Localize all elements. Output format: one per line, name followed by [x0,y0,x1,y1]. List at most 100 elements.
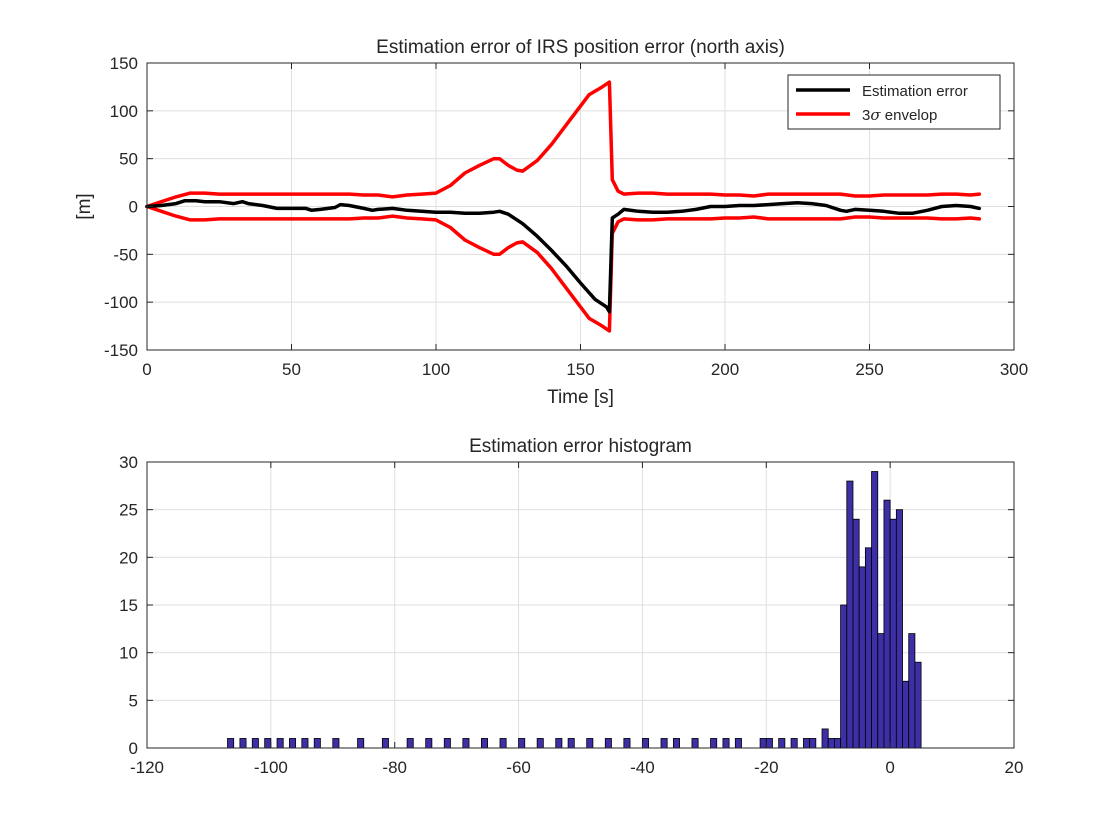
y-tick-label: 150 [110,54,138,73]
x-tick-label: 150 [566,360,594,379]
legend-label-estimation-error: Estimation error [862,83,968,100]
histogram-bar [660,738,668,749]
histogram-bar [481,738,489,749]
series-line-3sigma-upper [145,80,982,209]
x-tick-label: 250 [855,360,883,379]
x-tick-label: 100 [422,360,450,379]
histogram-bar [691,738,699,749]
histogram-bar [555,738,563,749]
histogram-bar [642,738,650,749]
y-tick-label: 0 [129,198,138,217]
y-tick-label: 0 [129,739,138,758]
histogram-bar [604,738,612,749]
histogram-bar [518,738,526,749]
histogram-bar [864,547,872,749]
histogram-bar [301,738,309,749]
histogram-bar [264,738,272,749]
y-tick-label: -100 [104,293,138,312]
histogram-bar [722,738,730,749]
histogram-bar [858,566,866,749]
histogram-bar [846,480,854,749]
histogram-bar [710,738,718,749]
line-chart-axes: 0 50 100 150 200 250 300 150 100 50 0 -50 -100 -150 E… [74,37,1028,408]
x-tick-label: -40 [630,758,655,777]
y-tick-label: 10 [119,644,138,663]
histogram-bar [840,604,848,749]
line-chart-ticks: 0 50 100 150 200 250 300 150 100 50 0 -50 -100 -150 [104,54,1028,379]
line-chart-y-axis-label: [m] [74,193,95,219]
histogram-bar [809,738,817,749]
histogram-bar [852,518,860,749]
histogram-bar [889,518,897,749]
histogram-bar [883,499,891,749]
histogram-bar [239,738,247,749]
y-tick-label: 20 [119,548,138,567]
legend-box [787,74,1001,130]
histogram-bar [536,738,544,749]
histogram-bar [227,738,235,749]
histogram-bar [567,738,575,749]
series-line-estimation-error [145,199,982,314]
y-tick-label: 30 [119,453,138,472]
series-line-3sigma-lower [145,204,982,333]
x-tick-label: 50 [282,360,301,379]
histogram-bar [908,633,916,749]
y-tick-label: 25 [119,501,138,520]
histogram-title: Estimation error histogram [469,436,692,457]
histogram-bar [778,738,786,749]
histogram-bar [623,738,631,749]
x-tick-label: 200 [711,360,739,379]
histogram-bar [499,738,507,749]
y-tick-label: -150 [104,341,138,360]
y-tick-label: 50 [119,150,138,169]
line-chart-series [145,80,982,333]
legend-label-sigma-symbol: σ [870,106,881,124]
x-tick-label: 0 [885,758,894,777]
x-tick-label: -100 [254,758,288,777]
x-tick-label: -20 [754,758,779,777]
histogram-bar [827,738,835,749]
histogram-bar [406,738,414,749]
y-tick-label: 5 [129,691,138,710]
histogram-bar [425,738,433,749]
y-tick-label: 100 [110,102,138,121]
x-tick-label: 20 [1005,758,1024,777]
legend-label-prefix: 3 [862,107,870,124]
histogram-bar [821,728,829,749]
y-tick-label: 15 [119,596,138,615]
line-chart-x-axis-label: Time [s] [547,387,614,408]
histogram-bar [251,738,259,749]
histogram-bar [289,738,297,749]
histogram-bar [276,738,284,749]
histogram-bar [313,738,321,749]
histogram-bar [672,738,680,749]
histogram-bar [586,738,594,749]
histogram-bar [462,738,470,749]
x-tick-label: -80 [382,758,407,777]
x-tick-label: -120 [130,758,164,777]
histogram-ticks: -120 -100 -80 -60 -40 -20 0 20 30 25 20 15 10 5 0 [119,453,1023,777]
x-tick-label: -60 [506,758,531,777]
histogram-bar [803,738,811,749]
histogram-axes: -120 -100 -80 -60 -40 -20 0 20 30 25 20 15 10 5 0 Esti… [119,436,1023,777]
histogram-bar [332,738,340,749]
line-chart-title: Estimation error of IRS position error (… [376,37,785,58]
histogram-bar [443,738,451,749]
x-tick-label: 300 [1000,360,1028,379]
legend-label-3sigma-envelop: 3σ envelop [862,106,937,124]
histogram-bar [381,738,389,749]
histogram-bars [227,471,922,749]
histogram-bar [734,738,742,749]
histogram-bar [759,738,767,749]
histogram-bar [895,509,903,749]
histogram-bar [902,680,910,749]
histogram-bar [871,471,879,749]
histogram-bar [914,661,922,749]
x-tick-label: 0 [142,360,151,379]
line-chart-legend: Estimation error 3σ envelop [787,74,1001,130]
histogram-bar [765,738,773,749]
histogram-bar [790,738,798,749]
legend-label-suffix: envelop [881,107,938,124]
